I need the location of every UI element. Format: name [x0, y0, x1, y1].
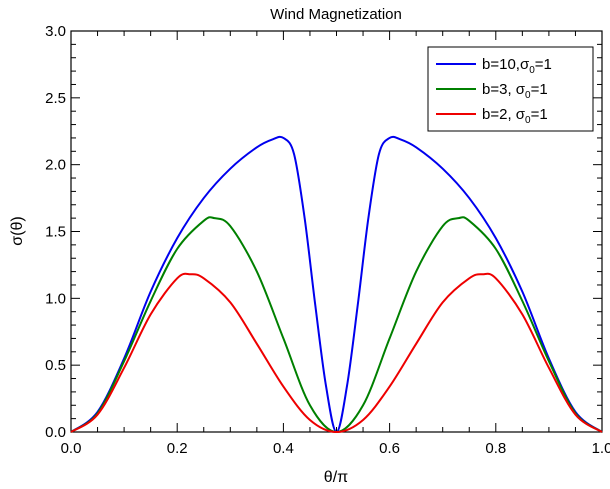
x-axis-label: θ/π: [324, 469, 348, 486]
y-tick-label: 0.0: [45, 424, 66, 441]
axis-ticks: [70, 30, 603, 433]
legend-label: b=10,σ0=1: [482, 56, 552, 76]
x-tick-label: 0.2: [167, 440, 188, 457]
legend-items: b=10,σ0=1 b=3, σ0=1 b=2, σ0=1: [436, 56, 552, 126]
y-tick-label: 1.5: [45, 224, 66, 241]
x-tick-labels: 0.0 0.2 0.4 0.6 0.8 1.0: [61, 440, 610, 457]
y-tick-label: 2.0: [45, 157, 66, 174]
y-tick-label: 2.5: [45, 90, 66, 107]
chart-title: Wind Magnetization: [270, 6, 402, 23]
legend: b=10,σ0=1 b=3, σ0=1 b=2, σ0=1: [427, 46, 594, 132]
series-line-2: [70, 216, 603, 433]
y-axis-label: σ(θ): [9, 216, 26, 245]
series-line-1: [70, 135, 603, 433]
y-tick-label: 0.5: [45, 357, 66, 374]
legend-label: b=3, σ0=1: [482, 81, 548, 101]
y-tick-label: 3.0: [45, 23, 66, 40]
series-lines: [70, 135, 603, 433]
series-line-3: [70, 272, 603, 433]
x-tick-label: 0.4: [273, 440, 294, 457]
y-tick-label: 1.0: [45, 290, 66, 307]
x-tick-label: 0.6: [379, 440, 400, 457]
y-tick-labels: 0.0 0.5 1.0 1.5 2.0 2.5 3.0: [45, 23, 66, 441]
x-tick-label: 1.0: [592, 440, 610, 457]
legend-label: b=2, σ0=1: [482, 106, 548, 126]
x-tick-label: 0.0: [61, 440, 82, 457]
x-tick-label: 0.8: [485, 440, 506, 457]
